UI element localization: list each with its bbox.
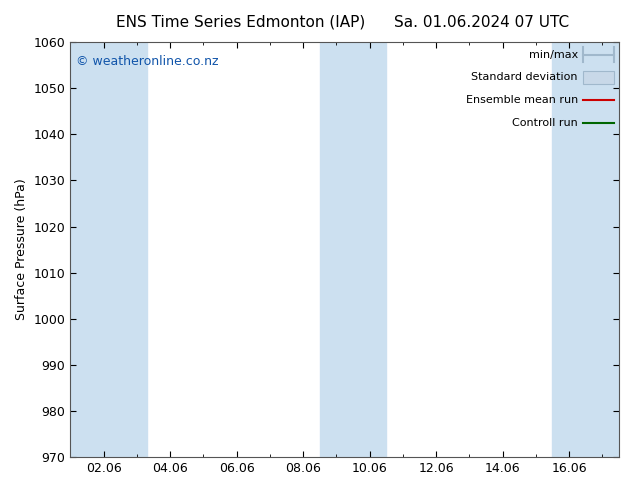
Bar: [70, 42, 147, 457]
Bar: [552, 42, 619, 457]
Bar: [320, 42, 386, 457]
Text: min/max: min/max: [529, 49, 578, 59]
Bar: [583, 71, 614, 84]
Text: Sa. 01.06.2024 07 UTC: Sa. 01.06.2024 07 UTC: [394, 15, 569, 30]
Text: ENS Time Series Edmonton (IAP): ENS Time Series Edmonton (IAP): [116, 15, 366, 30]
Text: Controll run: Controll run: [512, 118, 578, 128]
Text: © weatheronline.co.nz: © weatheronline.co.nz: [76, 54, 218, 68]
Y-axis label: Surface Pressure (hPa): Surface Pressure (hPa): [15, 179, 28, 320]
Text: Ensemble mean run: Ensemble mean run: [465, 95, 578, 105]
Text: Standard deviation: Standard deviation: [471, 73, 578, 82]
